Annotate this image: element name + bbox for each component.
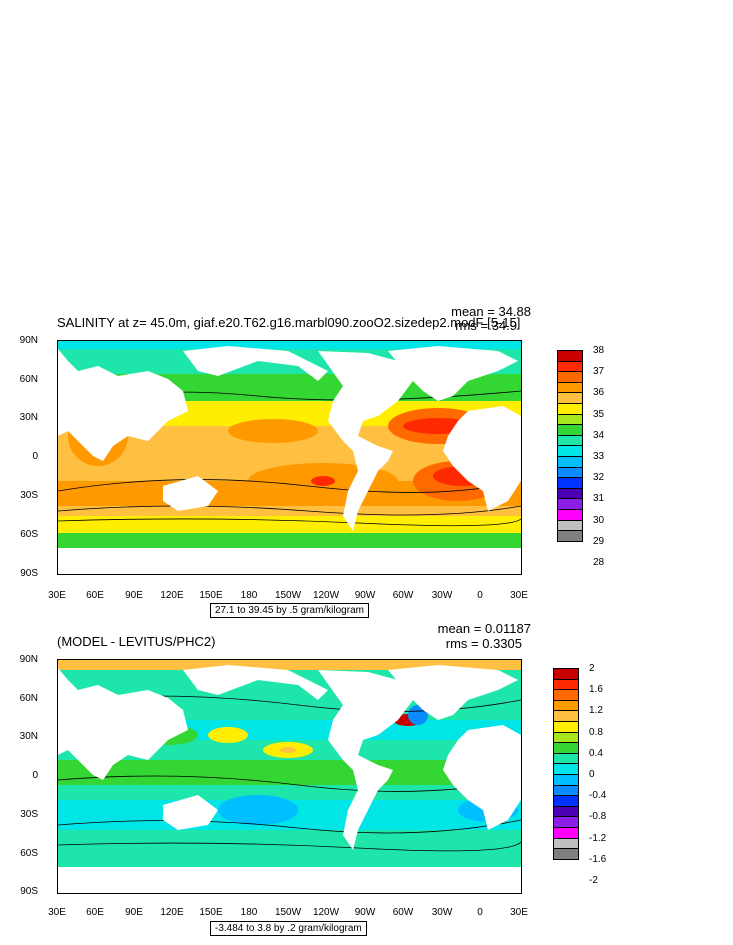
- bottom-lon-60w: 60W: [392, 907, 414, 918]
- top-colorbar: 38 37 36 35 34 33 32 31 30 29 28: [557, 345, 627, 568]
- bottom-lat-60n: 60N: [19, 693, 38, 704]
- colorbar-label: 1.6: [589, 684, 603, 696]
- bottom-lat-90n: 90N: [19, 654, 38, 665]
- bottom-lon-150e: 150E: [199, 907, 223, 918]
- colorbar-label: 28: [593, 557, 605, 568]
- bottom-lat-60s: 60S: [20, 848, 38, 859]
- top-lon-150e: 150E: [199, 590, 223, 601]
- top-lat-90n: 90N: [19, 335, 38, 346]
- top-lon-60w: 60W: [392, 590, 414, 601]
- colorbar-label: 38: [593, 345, 605, 356]
- top-lon-150w: 150W: [274, 590, 302, 601]
- top-lat-60s: 60S: [20, 529, 38, 540]
- bottom-contour-info: -3.484 to 3.8 by .2 gram/kilogram: [210, 921, 367, 936]
- colorbar-label: 29: [593, 535, 605, 547]
- colorbar-label: 0.8: [589, 726, 603, 738]
- bottom-lon-120w: 120W: [312, 907, 340, 918]
- colorbar-label: -0.4: [589, 790, 607, 802]
- top-lon-90w: 90W: [354, 590, 376, 601]
- colorbar-label: 31: [593, 493, 605, 505]
- top-rms: rms = 34.9: [455, 318, 517, 333]
- top-lon-30e-b: 30E: [510, 590, 528, 601]
- bottom-lon-150w: 150W: [274, 907, 302, 918]
- colorbar-label: 33: [593, 451, 605, 462]
- bottom-lon-90w: 90W: [354, 907, 376, 918]
- top-mean: mean = 34.88: [451, 304, 531, 319]
- colorbar-label: 0.4: [589, 747, 603, 759]
- top-lat-60n: 60N: [19, 374, 38, 385]
- top-contour-info: 27.1 to 39.45 by .5 gram/kilogram: [210, 603, 369, 618]
- top-lon-90e: 90E: [125, 590, 143, 601]
- colorbar-label: 32: [593, 472, 605, 484]
- top-lon-120w: 120W: [312, 590, 340, 601]
- colorbar-label: -1.2: [589, 832, 607, 844]
- bottom-map-svg: [58, 660, 521, 893]
- top-salinity-map: [57, 340, 522, 575]
- colorbar-label: 0: [589, 769, 595, 780]
- top-map-svg: [58, 341, 521, 574]
- bottom-lon-60e: 60E: [86, 907, 104, 918]
- bottom-lat-30s: 30S: [20, 809, 38, 820]
- bottom-lon-30w: 30W: [431, 907, 453, 918]
- top-panel: mean = 34.88 SALINITY at z= 45.0m, giaf.…: [0, 0, 733, 618]
- colorbar-cell: [557, 530, 583, 542]
- bottom-lon-180: 180: [240, 907, 258, 918]
- colorbar-label: 36: [593, 387, 605, 399]
- bottom-lat-0: 0: [32, 770, 38, 781]
- top-lon-30w: 30W: [431, 590, 453, 601]
- colorbar-cell: [553, 848, 579, 860]
- bottom-lat-30n: 30N: [19, 731, 38, 742]
- colorbar-label: 35: [593, 408, 605, 420]
- colorbar-label: 34: [593, 429, 605, 441]
- colorbar-label: 2: [589, 663, 595, 674]
- colorbar-label: 1.2: [589, 705, 603, 717]
- bottom-lon-120e: 120E: [160, 907, 184, 918]
- colorbar-label: -0.8: [589, 811, 607, 823]
- top-lon-30e-a: 30E: [48, 590, 66, 601]
- bottom-lon-0: 0: [477, 907, 483, 918]
- bottom-mean: mean = 0.01187: [437, 621, 531, 636]
- bottom-lon-90e: 90E: [125, 907, 143, 918]
- colorbar-label: -2: [589, 875, 598, 886]
- bottom-difference-map: [57, 659, 522, 894]
- top-lon-120e: 120E: [160, 590, 184, 601]
- bottom-lat-90s: 90S: [20, 886, 38, 897]
- top-lat-90s: 90S: [20, 568, 38, 579]
- top-title: SALINITY at z= 45.0m, giaf.e20.T62.g16.m…: [57, 315, 521, 330]
- top-lon-0: 0: [477, 590, 483, 601]
- colorbar-label: 37: [593, 366, 605, 378]
- bottom-colorbar: 2 1.6 1.2 0.8 0.4 0 -0.4 -0.8 -1.2 -1.6 -2: [553, 663, 623, 886]
- top-lat-30s: 30S: [20, 490, 38, 501]
- top-lon-180: 180: [240, 590, 258, 601]
- colorbar-label: 30: [593, 514, 605, 526]
- top-lat-30n: 30N: [19, 412, 38, 423]
- bottom-title: (MODEL - LEVITUS/PHC2): [57, 634, 216, 649]
- bottom-lon-30e-a: 30E: [48, 907, 66, 918]
- top-lat-0: 0: [32, 451, 38, 462]
- top-lon-60e: 60E: [86, 590, 104, 601]
- colorbar-label: -1.6: [589, 853, 607, 865]
- bottom-rms: rms = 0.3305: [445, 636, 522, 651]
- bottom-lon-30e-b: 30E: [510, 907, 528, 918]
